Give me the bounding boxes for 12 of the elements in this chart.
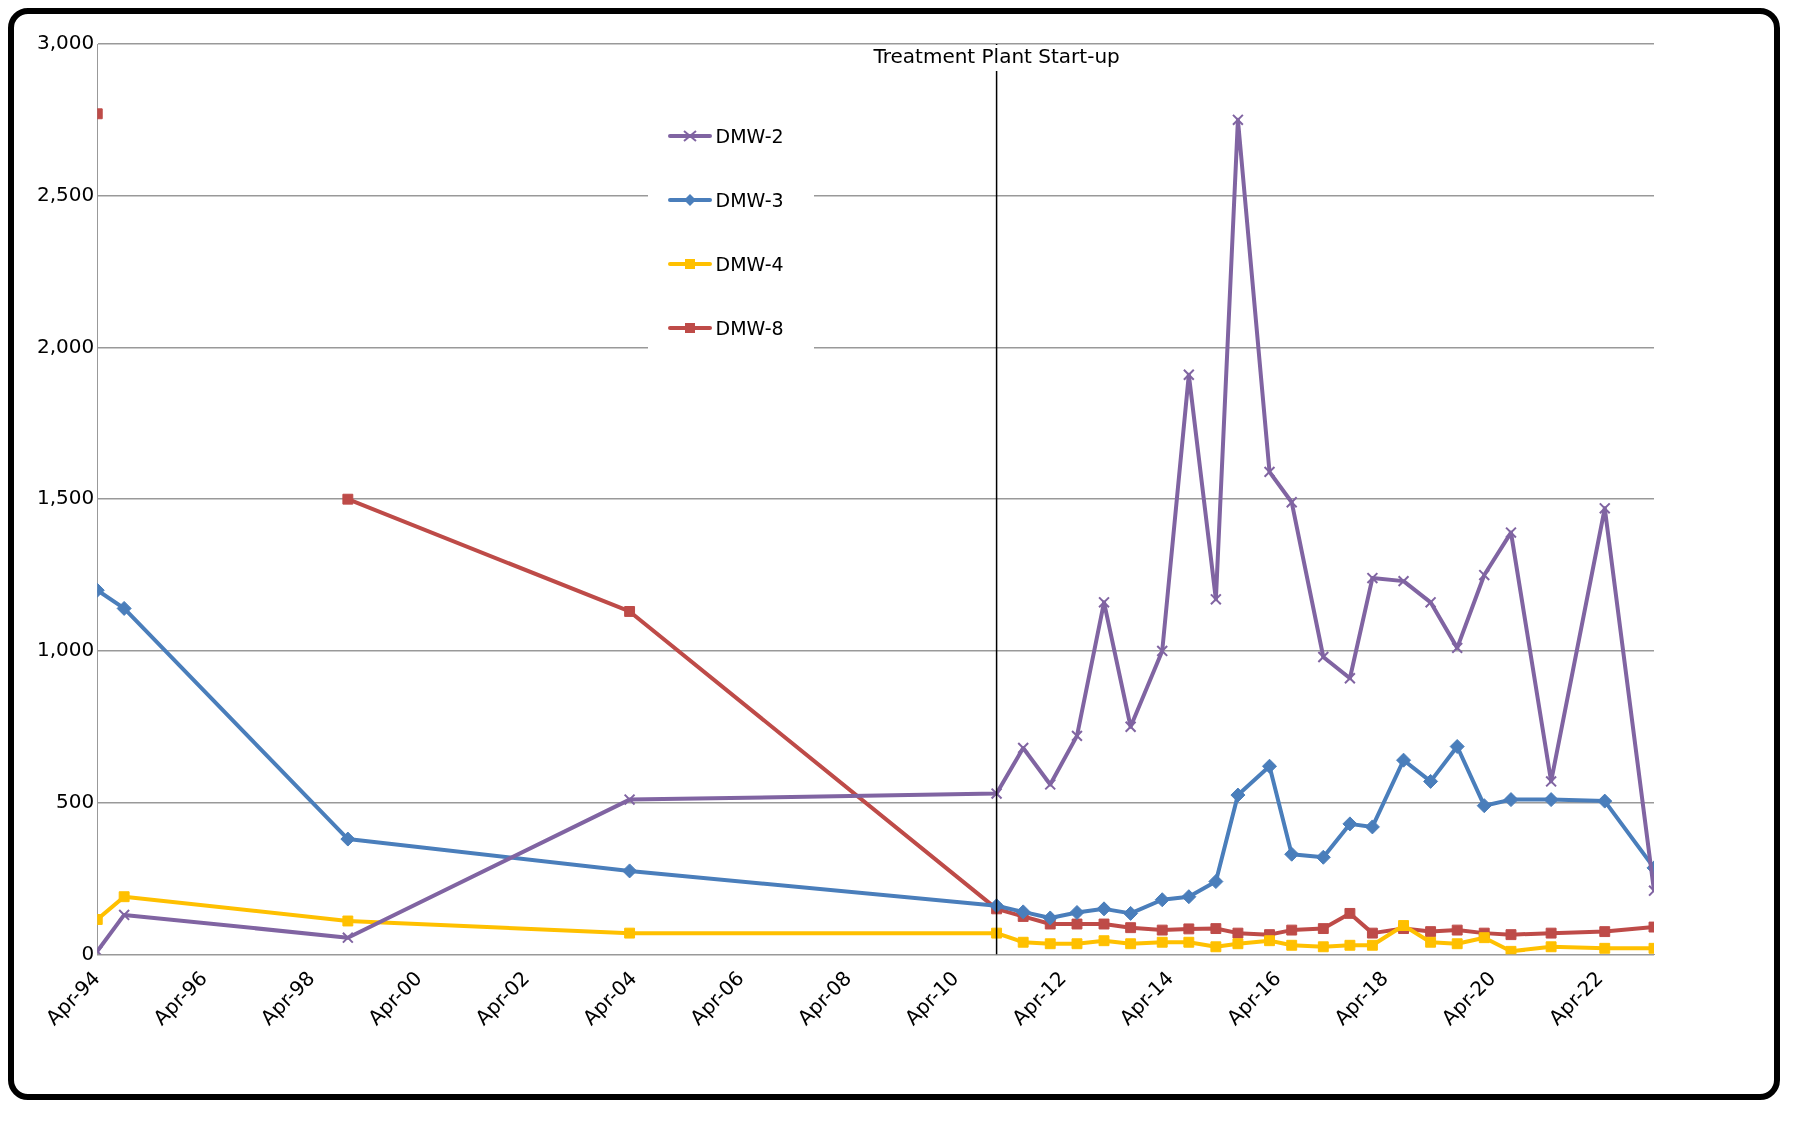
y-tick-label: 500 [56,788,95,813]
y-tick-label: 1,500 [36,485,95,510]
legend-label: DMW-4 [715,253,784,275]
y-tick-label: 3,000 [36,30,95,55]
y-tick-label: 2,000 [36,333,95,358]
y-tick-label: 0 [81,940,95,965]
legend-label: DMW-2 [715,125,784,147]
legend-label: DMW-8 [715,317,784,339]
y-tick-label: 1,000 [36,637,95,662]
ref-line-label: Treatment Plant Start-up [872,44,1120,69]
y-tick-label: 2,500 [36,181,95,206]
legend-label: DMW-3 [715,189,784,211]
